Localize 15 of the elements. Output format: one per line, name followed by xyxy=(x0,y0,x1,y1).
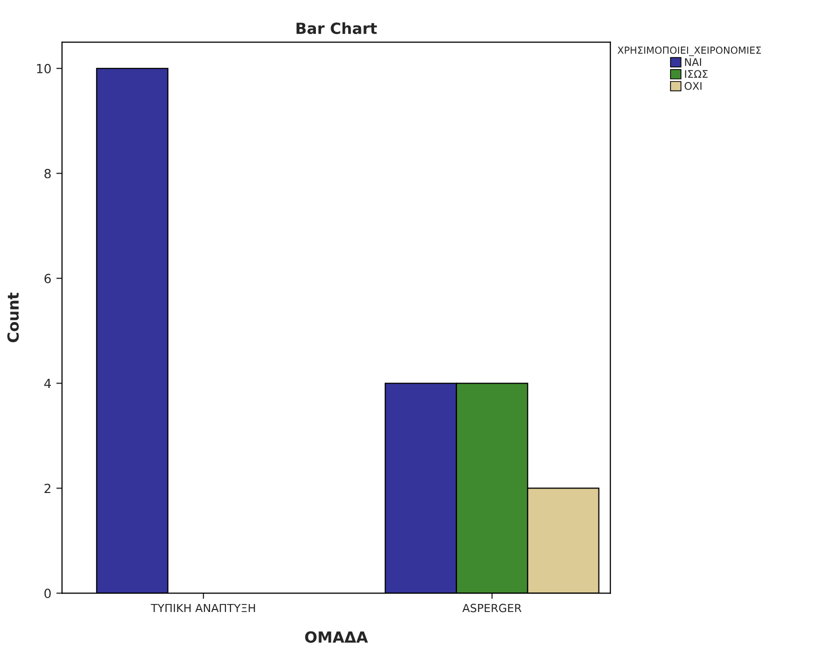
legend-label: ΙΣΩΣ xyxy=(685,70,708,78)
y-tick-label: 8 xyxy=(44,168,51,178)
x-axis-title: ΟΜΑΔΑ xyxy=(305,631,368,643)
legend-label: ΟΧΙ xyxy=(684,82,702,90)
legend-title: ΧΡΗΣΙΜΟΠΟΙΕΙ_ΧΕΙΡΟΝΟΜΙΕΣ xyxy=(618,46,761,56)
y-tick-label: 0 xyxy=(44,588,51,598)
legend-label: ΝΑΙ xyxy=(685,58,702,66)
y-tick-label: 6 xyxy=(44,274,51,284)
chart-title: Bar Chart xyxy=(296,22,377,34)
y-axis-title: Count xyxy=(7,292,19,342)
x-tick-label: ΤΥΠΙΚΗ ΑΝΑΠΤΥΞΗ xyxy=(150,604,255,612)
y-tick-label: 2 xyxy=(44,484,50,493)
y-tick-label: 4 xyxy=(44,378,51,388)
y-tick-label: 10 xyxy=(37,64,51,74)
x-tick-label: ASPERGER xyxy=(462,604,522,612)
